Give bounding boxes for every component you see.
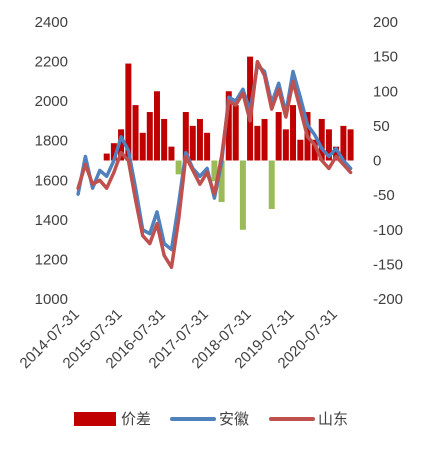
spread-bar bbox=[168, 146, 175, 161]
left-axis: 1000 1200 1400 1600 1800 2000 2200 2400 bbox=[35, 14, 68, 308]
spread-bars bbox=[103, 56, 354, 230]
spread-bar bbox=[340, 125, 347, 161]
spread-bar bbox=[282, 129, 289, 161]
spread-bar bbox=[161, 118, 168, 161]
legend-item-anhui: 安徽 bbox=[170, 410, 249, 428]
left-axis-tick-label: 1000 bbox=[35, 291, 68, 308]
right-axis-tick-label: -200 bbox=[373, 291, 403, 308]
spread-bar bbox=[182, 112, 189, 161]
spread-bar bbox=[333, 146, 340, 161]
left-axis-tick-label: 1800 bbox=[35, 133, 68, 150]
x-axis: 2014-07-312015-07-312016-07-312017-07-31… bbox=[17, 306, 341, 372]
spread-bar bbox=[110, 143, 117, 161]
spread-bar bbox=[175, 160, 182, 175]
spread-bar bbox=[103, 153, 110, 161]
spread-bar bbox=[204, 132, 211, 161]
price-lines bbox=[76, 59, 353, 270]
spread-bar bbox=[325, 129, 332, 161]
spread-bar bbox=[311, 139, 318, 161]
legend-label: 价差 bbox=[121, 410, 151, 428]
spread-bar bbox=[211, 160, 218, 182]
shandong-line bbox=[76, 59, 353, 270]
right-axis-tick-label: 100 bbox=[373, 83, 398, 100]
spread-bar bbox=[218, 160, 225, 203]
legend-item-shandong: 山东 bbox=[269, 410, 348, 428]
right-axis-tick-label: 50 bbox=[373, 118, 390, 135]
spread-bar bbox=[125, 63, 132, 161]
spread-bar bbox=[268, 160, 275, 209]
right-axis-tick-label: 200 bbox=[373, 14, 398, 31]
legend-label: 山东 bbox=[318, 410, 348, 428]
spread-bar bbox=[139, 132, 146, 161]
left-axis-tick-label: 1200 bbox=[35, 251, 68, 268]
spread-bar bbox=[290, 105, 297, 161]
right-axis: -200 -150 -100 -50 0 50 100 150 200 bbox=[373, 14, 403, 308]
left-axis-tick-label: 2400 bbox=[35, 14, 68, 31]
legend-label: 安徽 bbox=[219, 410, 249, 428]
spread-bar bbox=[232, 105, 239, 161]
spread-bar bbox=[132, 105, 139, 161]
spread-bar bbox=[189, 125, 196, 161]
left-axis-tick-label: 1400 bbox=[35, 212, 68, 229]
spread-bar bbox=[254, 125, 261, 161]
spread-bar bbox=[118, 129, 125, 161]
right-axis-tick-label: -150 bbox=[373, 256, 403, 273]
legend-swatch bbox=[74, 412, 116, 426]
legend: 价差 安徽 山东 bbox=[74, 410, 348, 428]
legend-item-spread: 价差 bbox=[74, 410, 151, 428]
spread-bar bbox=[146, 112, 153, 161]
anhui-line bbox=[76, 63, 353, 252]
spread-bar bbox=[275, 112, 282, 161]
right-axis-tick-label: 0 bbox=[373, 153, 381, 170]
spread-bar bbox=[153, 91, 160, 161]
right-axis-tick-label: 150 bbox=[373, 49, 398, 66]
spread-bar bbox=[347, 129, 354, 161]
spread-bar bbox=[239, 160, 246, 230]
left-axis-tick-label: 2000 bbox=[35, 93, 68, 110]
spread-bar bbox=[318, 118, 325, 161]
spread-bar bbox=[297, 139, 304, 161]
spread-bar bbox=[196, 118, 203, 161]
spread-bar bbox=[225, 91, 232, 161]
left-axis-tick-label: 1600 bbox=[35, 172, 68, 189]
left-axis-tick-label: 2200 bbox=[35, 54, 68, 71]
spread-bar bbox=[261, 118, 268, 161]
right-axis-tick-label: -100 bbox=[373, 222, 403, 239]
right-axis-tick-label: -50 bbox=[373, 187, 395, 204]
